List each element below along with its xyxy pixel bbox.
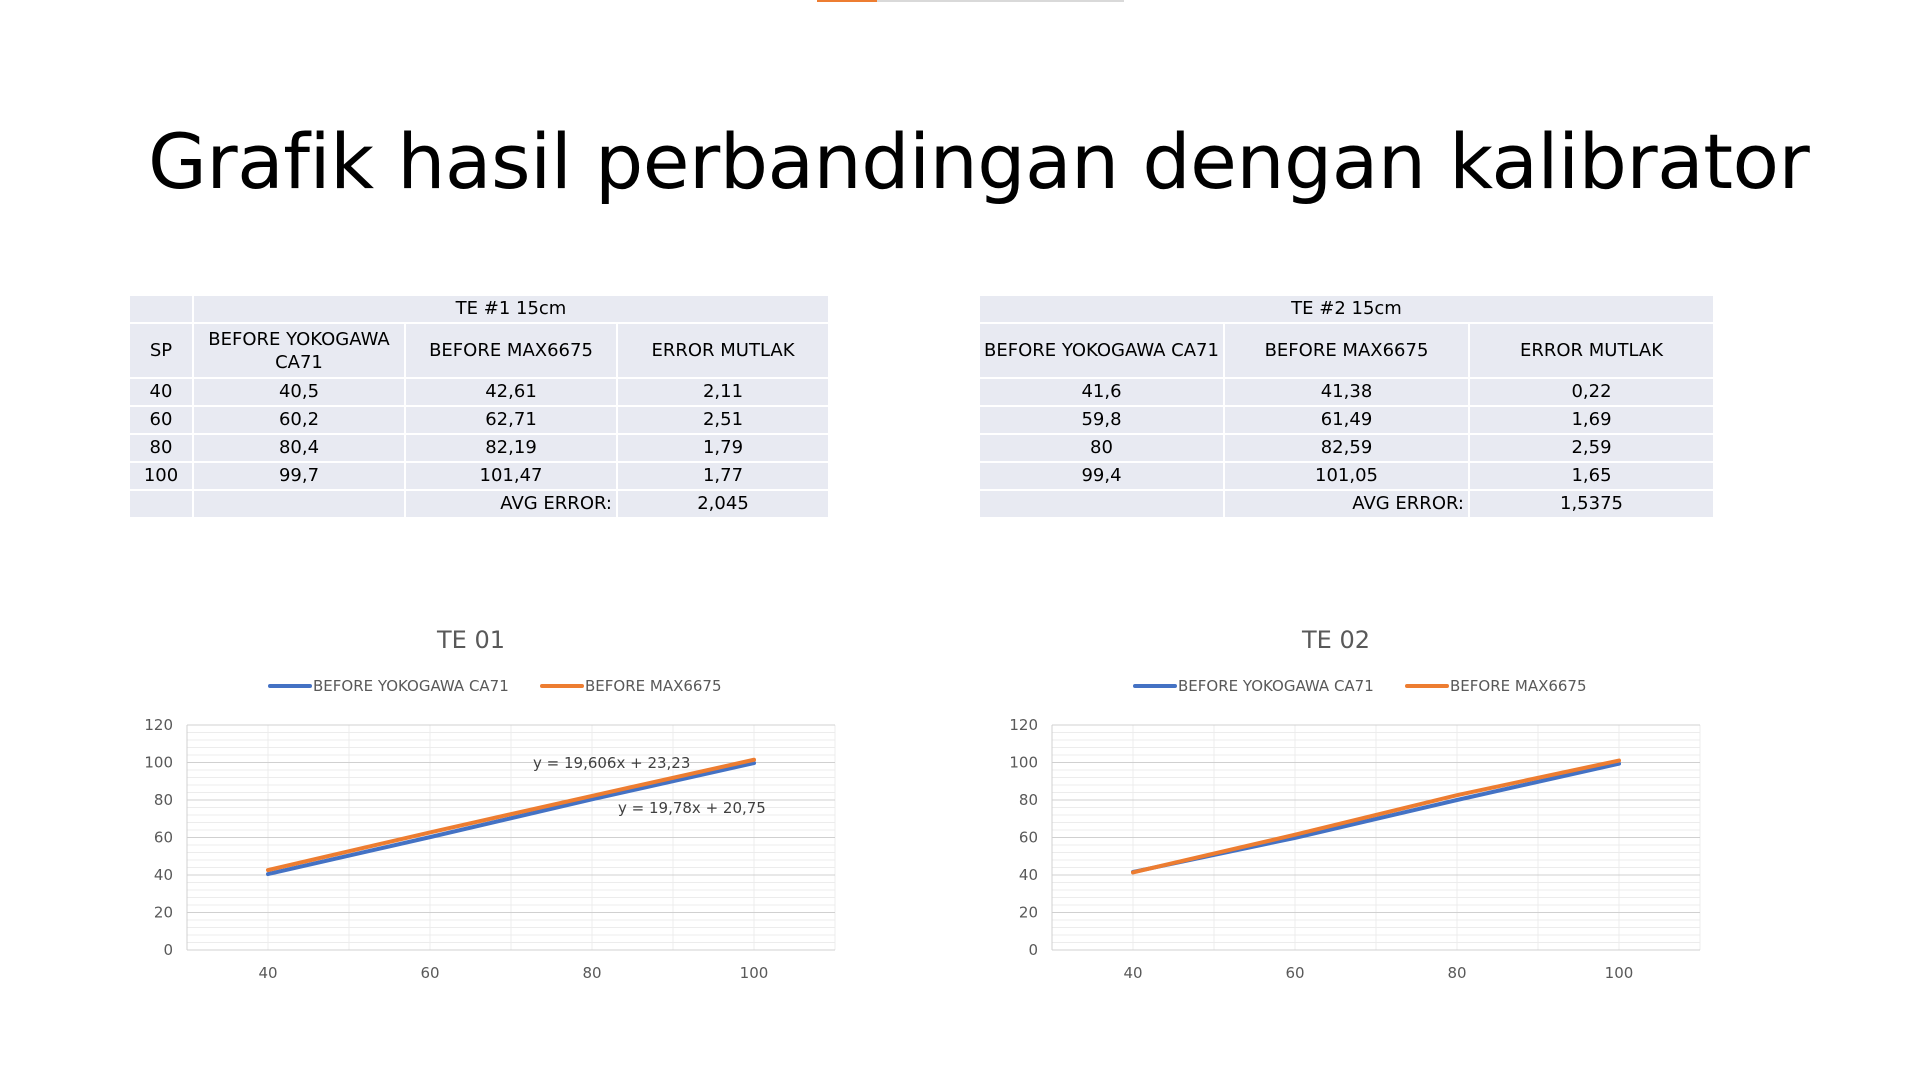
series-line-max6675 [266,757,756,873]
table-row: 40 40,5 42,61 2,11 [130,379,828,405]
legend-label: BEFORE MAX6675 [585,677,722,695]
series-line-yokogawa [266,761,756,877]
error-cell: 1,69 [1470,407,1713,433]
te1-table: TE #1 15cm SP BEFORE YOKOGAWA CA71 BEFOR… [128,294,830,519]
table-corner-cell [130,296,192,322]
error-cell: 1,79 [618,435,828,461]
max6675-cell: 42,61 [406,379,616,405]
error-cell: 0,22 [1470,379,1713,405]
sp-cell: 40 [130,379,192,405]
col-header-max6675: BEFORE MAX6675 [406,324,616,377]
x-tick-label: 100 [1605,964,1634,982]
top-accent-bar [817,0,1124,2]
y-tick-label: 0 [1028,941,1038,959]
trendline-equation: y = 19,606x + 23,23 [533,754,690,772]
x-tick-label: 40 [258,964,277,982]
empty-cell [194,491,404,517]
table-row: 59,8 61,49 1,69 [980,407,1713,433]
y-tick-label: 100 [1009,754,1038,772]
yokogawa-cell: 99,4 [980,463,1223,489]
table-row: 41,6 41,38 0,22 [980,379,1713,405]
y-tick-label: 60 [154,829,173,847]
max6675-cell: 41,38 [1225,379,1468,405]
table-row: 60 60,2 62,71 2,51 [130,407,828,433]
avg-row: AVG ERROR: 2,045 [130,491,828,517]
y-tick-label: 40 [1019,866,1038,884]
yokogawa-cell: 40,5 [194,379,404,405]
yokogawa-cell: 59,8 [980,407,1223,433]
yokogawa-cell: 60,2 [194,407,404,433]
y-tick-label: 0 [163,941,173,959]
te2-group-header: TE #2 15cm [980,296,1713,322]
legend-label: BEFORE YOKOGAWA CA71 [313,677,509,695]
x-tick-label: 60 [1285,964,1304,982]
error-cell: 2,51 [618,407,828,433]
y-tick-label: 80 [1019,791,1038,809]
col-header-error: ERROR MUTLAK [1470,324,1713,377]
max6675-cell: 101,47 [406,463,616,489]
avg-error-value: 1,5375 [1470,491,1713,517]
y-tick-label: 20 [1019,904,1038,922]
series-line-max6675 [1131,758,1621,875]
te1-group-header: TE #1 15cm [194,296,828,322]
yokogawa-cell: 41,6 [980,379,1223,405]
x-tick-label: 80 [1447,964,1466,982]
col-header-sp: SP [130,324,192,377]
y-tick-label: 80 [154,791,173,809]
max6675-cell: 82,19 [406,435,616,461]
empty-cell [130,491,192,517]
legend-label: BEFORE YOKOGAWA CA71 [1178,677,1374,695]
sp-cell: 100 [130,463,192,489]
y-tick-label: 20 [154,904,173,922]
col-header-max6675: BEFORE MAX6675 [1225,324,1468,377]
chart1-title: TE 01 [436,626,505,654]
avg-error-value: 2,045 [618,491,828,517]
te2-table: TE #2 15cm BEFORE YOKOGAWA CA71 BEFORE M… [978,294,1715,519]
col-header-yokogawa: BEFORE YOKOGAWA CA71 [194,324,404,377]
yokogawa-cell: 80,4 [194,435,404,461]
max6675-cell: 101,05 [1225,463,1468,489]
error-cell: 1,65 [1470,463,1713,489]
col-header-yokogawa: BEFORE YOKOGAWA CA71 [980,324,1223,377]
y-tick-label: 120 [1009,716,1038,734]
avg-error-label: AVG ERROR: [406,491,616,517]
x-tick-label: 100 [740,964,769,982]
col-header-error: ERROR MUTLAK [618,324,828,377]
x-tick-label: 40 [1123,964,1142,982]
table-row: 80 82,59 2,59 [980,435,1713,461]
chart2-title: TE 02 [1301,626,1370,654]
legend-label: BEFORE MAX6675 [1450,677,1587,695]
avg-row: AVG ERROR: 1,5375 [980,491,1713,517]
yokogawa-cell: 80 [980,435,1223,461]
x-tick-label: 80 [582,964,601,982]
max6675-cell: 62,71 [406,407,616,433]
trendline-equation: y = 19,78x + 20,75 [618,799,766,817]
table-row: 80 80,4 82,19 1,79 [130,435,828,461]
table-row: 100 99,7 101,47 1,77 [130,463,828,489]
y-tick-label: 40 [154,866,173,884]
error-cell: 1,77 [618,463,828,489]
yokogawa-cell: 99,7 [194,463,404,489]
max6675-cell: 61,49 [1225,407,1468,433]
table-row: 99,4 101,05 1,65 [980,463,1713,489]
sp-cell: 60 [130,407,192,433]
y-tick-label: 120 [144,716,173,734]
x-tick-label: 60 [420,964,439,982]
te02-chart: TE 02 0 20 40 60 80 100 120 40 60 80 100 BEFORE YOKO… [1009,626,1701,982]
avg-error-label: AVG ERROR: [1225,491,1468,517]
te01-chart: TE 01 0 20 40 60 80 100 120 40 60 80 100 BEFORE YOKO… [144,626,836,982]
y-tick-label: 100 [144,754,173,772]
error-cell: 2,11 [618,379,828,405]
top-accent-highlight [817,0,877,2]
y-tick-label: 60 [1019,829,1038,847]
error-cell: 2,59 [1470,435,1713,461]
max6675-cell: 82,59 [1225,435,1468,461]
slide-title: Grafik hasil perbandingan dengan kalibra… [148,117,1810,206]
empty-cell [980,491,1223,517]
sp-cell: 80 [130,435,192,461]
